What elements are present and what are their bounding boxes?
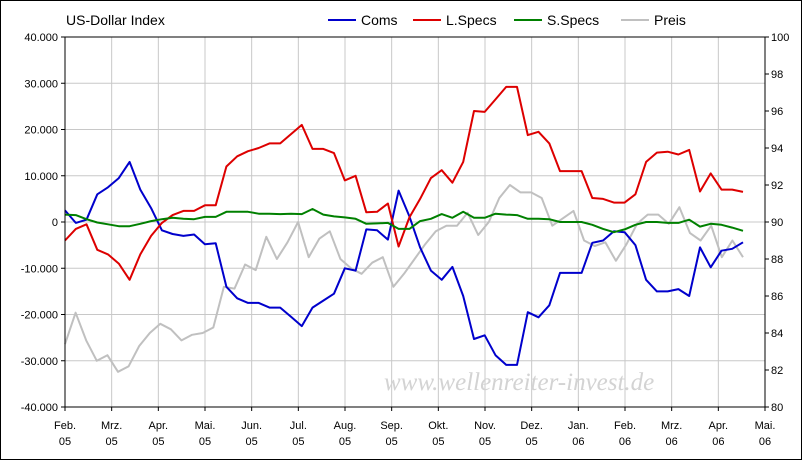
- y-right-tick-label: 84: [771, 328, 783, 340]
- x-tick-label-year: 05: [339, 436, 351, 448]
- x-tick-label-month: Feb.: [54, 420, 76, 432]
- series-line-coms: [64, 160, 744, 366]
- x-tick-label-month: Okt.: [428, 420, 448, 432]
- y-right-tick-label: 86: [771, 291, 783, 303]
- x-tick-label-year: 05: [386, 436, 398, 448]
- y-left-tick-label: 0: [52, 217, 58, 229]
- y-left-tick-label: 30.000: [24, 78, 58, 90]
- y-left-tick-label: 10.000: [24, 171, 58, 183]
- y-right-tick-label: 94: [771, 143, 783, 155]
- series-line-l-specs: [64, 85, 744, 281]
- x-tick-label-year: 06: [759, 436, 771, 448]
- y-left-tick-label: 20.000: [24, 125, 58, 137]
- legend-label-s-specs: S.Specs: [547, 12, 599, 28]
- y-left-tick-label: -30.000: [21, 356, 58, 368]
- x-tick-label-month: Mai.: [755, 420, 776, 432]
- y-right-tick-label: 100: [771, 32, 789, 44]
- y-right-tick-label: 80: [771, 402, 783, 414]
- legend-label-coms: Coms: [361, 12, 398, 28]
- x-tick-label-year: 05: [106, 436, 118, 448]
- y-right-tick-label: 82: [771, 365, 783, 377]
- x-tick-label-month: Mrz.: [101, 420, 122, 432]
- x-tick-label-year: 05: [199, 436, 211, 448]
- y-right-tick-label: 90: [771, 217, 783, 229]
- y-left-tick-label: -20.000: [21, 310, 58, 322]
- y-left-tick-label: 40.000: [24, 32, 58, 44]
- x-tick-label-month: Apr.: [709, 420, 729, 432]
- series-line-s-specs: [64, 208, 744, 234]
- x-tick-label-month: Jan.: [568, 420, 589, 432]
- watermark: www.wellenreiter-invest.de: [384, 369, 654, 396]
- x-tick-label-month: Mrz.: [661, 420, 682, 432]
- x-tick-label-year: 05: [432, 436, 444, 448]
- x-tick-label-year: 06: [619, 436, 631, 448]
- legend-label-l-specs: L.Specs: [446, 12, 497, 28]
- x-tick-label-year: 06: [712, 436, 724, 448]
- x-tick-label-month: Aug.: [334, 420, 357, 432]
- legend-label-preis: Preis: [654, 12, 686, 28]
- x-tick-label-month: Jun.: [241, 420, 262, 432]
- x-tick-label-year: 05: [526, 436, 538, 448]
- x-tick-label-month: Sep.: [380, 420, 403, 432]
- x-tick-label-month: Dez.: [520, 420, 543, 432]
- y-left-tick-label: -10.000: [21, 263, 58, 275]
- chart-title: US-Dollar Index: [66, 12, 165, 28]
- x-tick-label-month: Mai.: [195, 420, 216, 432]
- x-tick-label-month: Jul.: [290, 420, 307, 432]
- x-tick-label-year: 05: [246, 436, 258, 448]
- x-tick-label-year: 05: [152, 436, 164, 448]
- x-tick-label-month: Feb.: [614, 420, 636, 432]
- y-right-tick-label: 88: [771, 254, 783, 266]
- x-tick-label-year: 05: [59, 436, 71, 448]
- x-tick-label-year: 06: [666, 436, 678, 448]
- y-left-tick-label: -40.000: [21, 402, 58, 414]
- x-tick-label-month: Apr.: [149, 420, 169, 432]
- y-right-tick-label: 96: [771, 106, 783, 118]
- y-right-tick-label: 92: [771, 180, 783, 192]
- y-right-tick-label: 98: [771, 69, 783, 81]
- x-tick-label-year: 06: [572, 436, 584, 448]
- x-tick-label-year: 05: [479, 436, 491, 448]
- x-tick-label-month: Nov.: [474, 420, 496, 432]
- x-tick-label-year: 05: [292, 436, 304, 448]
